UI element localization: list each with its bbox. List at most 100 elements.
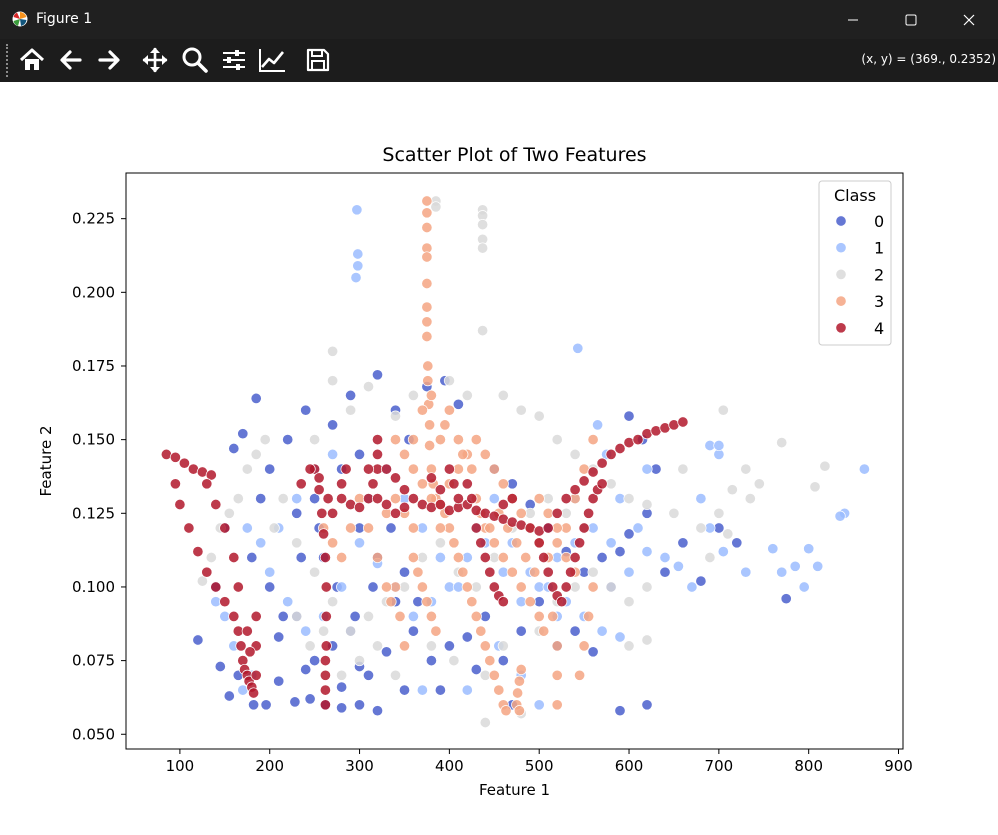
minimize-button[interactable] [824, 0, 882, 39]
point-class-3 [421, 316, 433, 328]
point-class-3 [457, 566, 469, 578]
point-class-1 [641, 463, 653, 475]
forward-button[interactable] [93, 44, 125, 76]
point-class-3 [484, 522, 496, 534]
point-class-0 [407, 625, 419, 637]
legend-marker [835, 215, 847, 227]
point-class-4 [320, 610, 332, 622]
point-class-1 [672, 560, 684, 572]
point-class-2 [695, 522, 707, 534]
y-tick-label: 0.200 [72, 283, 115, 301]
save-button[interactable] [302, 44, 334, 76]
point-class-2 [477, 325, 489, 337]
point-class-4 [235, 640, 247, 652]
point-class-3 [362, 522, 375, 534]
point-class-4 [371, 448, 384, 460]
point-class-4 [398, 484, 411, 496]
point-class-2 [477, 219, 489, 231]
close-icon [963, 14, 975, 25]
scatter-chart[interactable]: Scatter Plot of Two Features 100 200 300 40… [0, 82, 998, 831]
point-class-4 [398, 501, 411, 513]
home-button[interactable] [16, 44, 48, 76]
point-class-3 [488, 537, 500, 549]
point-class-1 [416, 684, 428, 696]
point-class-2 [304, 640, 316, 652]
point-class-2 [641, 581, 653, 593]
point-class-0 [223, 690, 235, 702]
point-class-3 [421, 596, 433, 608]
floppy-disk-icon [306, 48, 330, 72]
point-class-2 [551, 434, 563, 446]
point-class-3 [470, 434, 482, 446]
point-class-3 [513, 675, 525, 687]
configure-subplots-button[interactable] [218, 44, 250, 76]
y-tick-label: 0.100 [72, 578, 115, 596]
toolbar-grip[interactable] [6, 44, 10, 77]
point-class-4 [470, 522, 482, 534]
plot-area-frame [125, 172, 904, 750]
point-class-0 [780, 593, 792, 605]
point-class-4 [560, 581, 572, 593]
point-class-4 [320, 640, 332, 652]
point-class-0 [614, 705, 626, 717]
point-class-3 [583, 610, 595, 622]
point-class-4 [205, 469, 217, 481]
point-class-4 [560, 493, 572, 505]
point-class-4 [425, 472, 437, 484]
point-class-4 [327, 507, 339, 519]
point-class-2 [497, 389, 509, 401]
point-class-0 [398, 684, 411, 696]
back-button[interactable] [55, 44, 87, 76]
point-class-4 [228, 610, 240, 622]
edit-axis-button[interactable] [256, 44, 288, 76]
point-class-2 [461, 389, 473, 401]
maximize-button[interactable] [882, 0, 940, 39]
point-class-4 [219, 596, 231, 608]
window-title: Figure 1 [36, 11, 93, 27]
point-class-0 [300, 663, 312, 676]
point-class-4 [201, 566, 213, 578]
pan-button[interactable] [139, 44, 171, 76]
point-class-3 [551, 699, 563, 711]
point-class-2 [250, 448, 262, 460]
point-class-1 [461, 684, 473, 696]
point-class-2 [389, 669, 402, 681]
move-icon [142, 47, 168, 73]
point-class-0 [291, 507, 303, 519]
point-class-3 [551, 537, 563, 549]
point-class-4 [578, 475, 590, 487]
point-class-2 [819, 460, 831, 472]
point-class-4 [461, 478, 473, 490]
series-class-2 [196, 195, 831, 729]
point-class-1 [592, 419, 604, 431]
point-class-4 [497, 596, 509, 608]
points-layer [160, 195, 870, 729]
point-class-4 [248, 687, 260, 699]
point-class-3 [439, 419, 451, 431]
point-class-4 [228, 551, 240, 564]
point-class-3 [506, 566, 518, 578]
point-class-0 [295, 551, 307, 564]
zoom-button[interactable] [179, 44, 211, 76]
point-class-0 [385, 522, 397, 534]
point-class-3 [385, 596, 397, 608]
point-class-4 [547, 581, 559, 593]
point-class-2 [809, 481, 821, 493]
legend: Class 0 1 2 3 4 [818, 180, 892, 346]
point-class-3 [547, 610, 559, 622]
point-class-4 [340, 463, 352, 475]
point-class-4 [452, 493, 464, 505]
close-button[interactable] [940, 0, 998, 39]
point-class-2 [623, 596, 635, 608]
point-class-4 [316, 507, 328, 519]
point-class-4 [542, 566, 554, 578]
point-class-2 [623, 640, 635, 652]
point-class-3 [389, 493, 402, 505]
point-class-0 [461, 631, 473, 643]
point-class-0 [309, 493, 321, 505]
point-class-0 [248, 699, 260, 711]
matplotlib-app-icon [12, 11, 28, 27]
legend-label: 4 [874, 319, 884, 338]
y-tick-label: 0.175 [72, 357, 115, 375]
figure-canvas[interactable]: Scatter Plot of Two Features 100 200 300 40… [0, 82, 998, 831]
